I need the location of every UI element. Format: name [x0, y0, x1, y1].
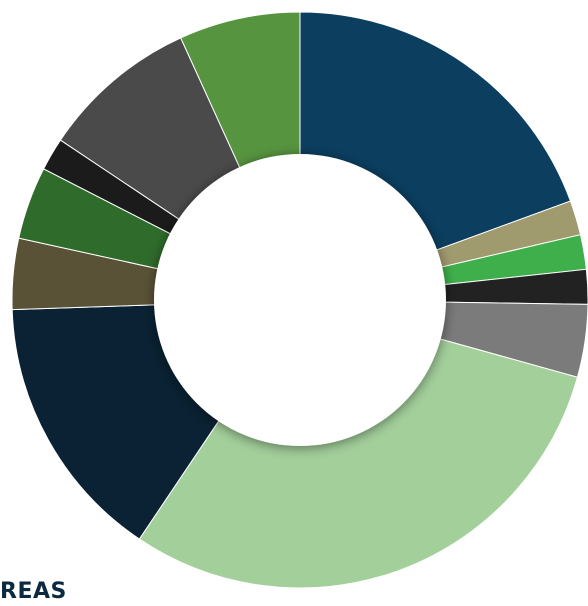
donut-slice-6: [138, 299, 579, 589]
donut-hole: [154, 154, 446, 446]
chart-caption: REAS: [0, 579, 67, 604]
